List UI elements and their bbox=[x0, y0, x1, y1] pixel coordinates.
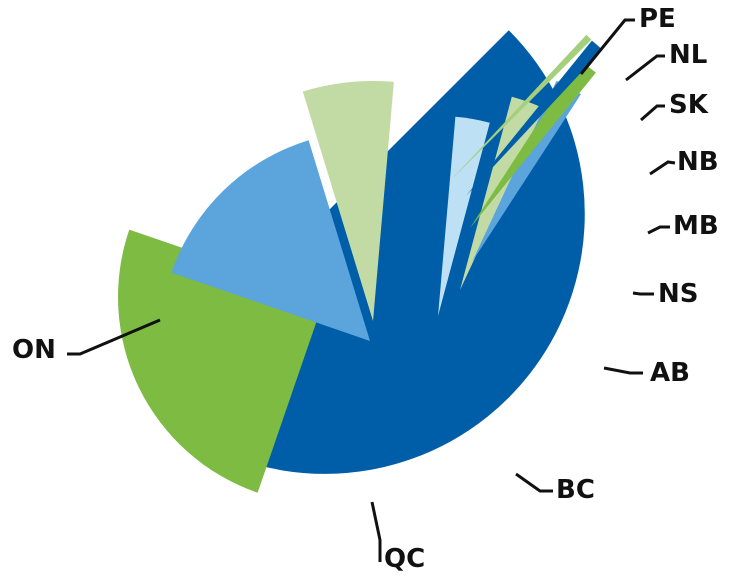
leader-line-nl bbox=[625, 54, 665, 82]
leader-line-qc bbox=[370, 501, 382, 562]
slice-label-on: ON bbox=[12, 335, 56, 365]
pie-slice-bc bbox=[171, 140, 370, 341]
pie-slices bbox=[118, 30, 603, 493]
slice-label-ab: AB bbox=[650, 358, 690, 388]
leader-line-bc bbox=[515, 472, 553, 493]
leader-line-nb bbox=[649, 160, 676, 176]
pie-slice-nb bbox=[472, 80, 581, 262]
pie-slice-ns bbox=[438, 116, 490, 316]
slice-label-mb: MB bbox=[673, 211, 719, 241]
slice-label-nb: NB bbox=[677, 147, 719, 177]
pie-slice-sk bbox=[470, 60, 596, 228]
pie-slice-pe bbox=[450, 34, 592, 182]
slice-labels: ON QC BC AB NS MB NB SK NL PE bbox=[12, 4, 719, 574]
leader-line-pe bbox=[579, 18, 635, 75]
leader-line-ab bbox=[603, 366, 643, 375]
leader-line-sk bbox=[640, 104, 665, 122]
leader-line-ns bbox=[632, 291, 654, 296]
slice-label-pe: PE bbox=[639, 4, 676, 34]
slice-label-qc: QC bbox=[384, 544, 425, 574]
leader-lines bbox=[67, 18, 676, 562]
leader-line-on bbox=[67, 318, 161, 356]
pie-slice-mb bbox=[460, 96, 545, 290]
pie-slice-on bbox=[240, 30, 585, 474]
slice-label-bc: BC bbox=[556, 475, 595, 505]
slice-label-nl: NL bbox=[669, 40, 707, 70]
slice-label-sk: SK bbox=[669, 90, 709, 120]
pie-slice-nl bbox=[466, 40, 603, 196]
leader-line-mb bbox=[647, 225, 670, 235]
pie-slice-ab bbox=[302, 80, 394, 321]
slice-label-ns: NS bbox=[658, 279, 699, 309]
